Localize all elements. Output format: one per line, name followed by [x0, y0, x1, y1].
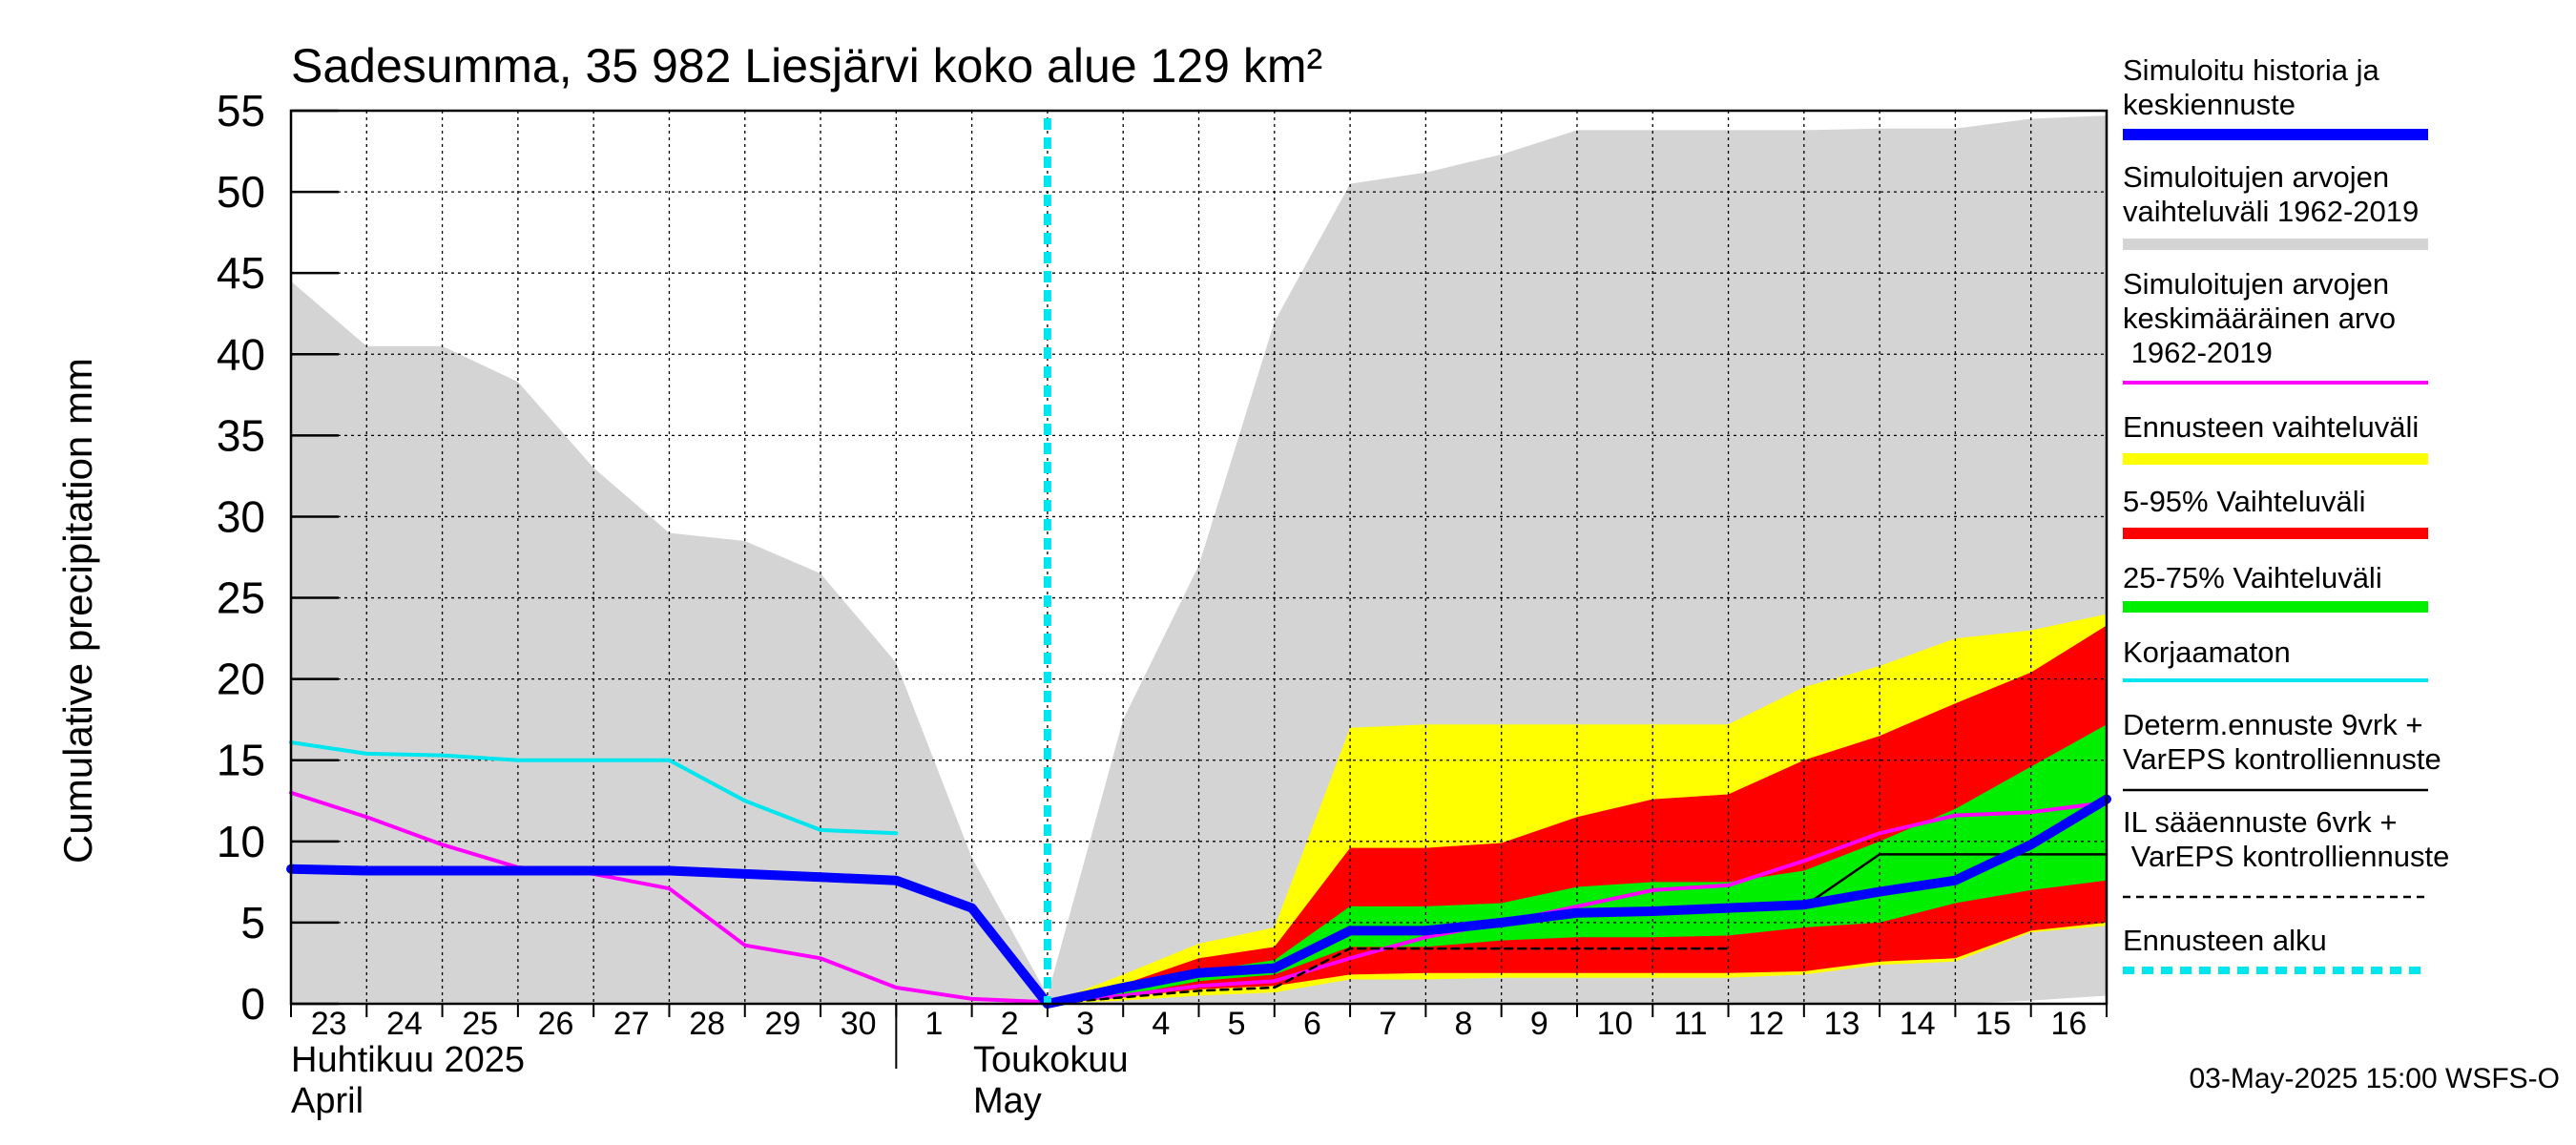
legend: Simuloitu historia ja keskiennuste Simuloi… — [2123, 53, 2449, 974]
y-tick-label: 10 — [217, 817, 265, 866]
month-label-fi: Huhtikuu 2025 — [291, 1040, 525, 1080]
x-tick-label: 6 — [1303, 1006, 1321, 1042]
month-label-fi: Toukokuu — [973, 1040, 1129, 1080]
x-tick-label: 25 — [462, 1006, 498, 1042]
x-tick-label: 29 — [764, 1006, 800, 1042]
y-axis-label: Cumulative precipitation mm — [55, 358, 100, 864]
y-tick-label: 0 — [240, 979, 265, 1029]
y-tick-label: 25 — [217, 573, 265, 623]
legend-label: Simuloitu historia ja keskiennuste — [2123, 53, 2380, 121]
x-tick-label: 12 — [1748, 1006, 1784, 1042]
chart-title: Sadesumma, 35 982 Liesjärvi koko alue 12… — [291, 39, 1322, 93]
y-tick-label: 55 — [217, 86, 265, 135]
line-sim-main — [286, 794, 2111, 1009]
y-axis-ticks: 0 5 10 15 20 25 30 35 40 45 50 55 — [217, 86, 339, 1029]
x-tick-label: 26 — [538, 1006, 574, 1042]
line-uncorrected — [289, 740, 899, 836]
x-tick-label: 2 — [1001, 1006, 1019, 1042]
x-tick-label: 14 — [1900, 1006, 1936, 1042]
x-tick-label: 16 — [2050, 1006, 2087, 1042]
x-tick-label: 8 — [1455, 1006, 1473, 1042]
timestamp: 03-May-2025 15:00 WSFS-O — [2190, 1063, 2561, 1094]
x-tick-label: 7 — [1379, 1006, 1397, 1042]
plot-lines — [286, 118, 2111, 1009]
x-tick-label: 28 — [689, 1006, 725, 1042]
month-label-en: April — [291, 1081, 364, 1121]
plot-bands — [291, 115, 2107, 1005]
x-tick-label: 9 — [1530, 1006, 1548, 1042]
legend-label: Korjaamaton — [2123, 635, 2291, 669]
x-tick-label: 1 — [925, 1006, 944, 1042]
y-tick-label: 15 — [217, 736, 265, 785]
y-tick-label: 30 — [217, 491, 265, 541]
y-tick-label: 20 — [217, 655, 265, 704]
legend-label: Ennusteen vaihteluväli — [2123, 410, 2419, 444]
x-tick-label: 3 — [1076, 1006, 1094, 1042]
legend-label: Simuloitujen arvojen vaihteluväli 1962-20… — [2123, 160, 2419, 228]
y-tick-label: 35 — [217, 410, 265, 460]
legend-label: Simuloitujen arvojen keskimääräinen arvo … — [2123, 267, 2396, 369]
x-axis-ticks: 23 24 25 26 27 28 29 30 1 2 3 4 5 6 7 8 9 10 11 12 13 14 15 16 — [290, 1004, 2108, 1042]
y-tick-label: 5 — [240, 898, 265, 947]
x-tick-label: 11 — [1673, 1006, 1707, 1042]
x-tick-label: 10 — [1597, 1006, 1633, 1042]
x-tick-label: 15 — [1975, 1006, 2011, 1042]
plot-grid — [291, 111, 2107, 1004]
y-tick-label: 45 — [217, 248, 265, 298]
legend-label: 25-75% Vaihteluväli — [2123, 561, 2382, 594]
y-tick-label: 40 — [217, 329, 265, 379]
legend-label: IL sääennuste 6vrk + VarEPS kontrollienn… — [2123, 805, 2449, 873]
x-tick-label: 5 — [1228, 1006, 1246, 1042]
x-tick-label: 27 — [613, 1006, 650, 1042]
legend-label: Determ.ennuste 9vrk + VarEPS kontrollienn… — [2123, 708, 2441, 776]
x-tick-label: 4 — [1152, 1006, 1170, 1042]
month-label-en: May — [973, 1081, 1042, 1121]
x-tick-label: 23 — [311, 1006, 347, 1042]
line-il-forecast — [1046, 947, 1730, 1006]
x-tick-label: 30 — [841, 1006, 877, 1042]
x-tick-label: 13 — [1824, 1006, 1860, 1042]
y-tick-label: 50 — [217, 167, 265, 217]
band-p25_75 — [1047, 724, 2107, 1004]
legend-label: Ennusteen alku — [2123, 924, 2327, 957]
x-tick-label: 24 — [386, 1006, 423, 1042]
legend-label: 5-95% Vaihteluväli — [2123, 485, 2365, 518]
